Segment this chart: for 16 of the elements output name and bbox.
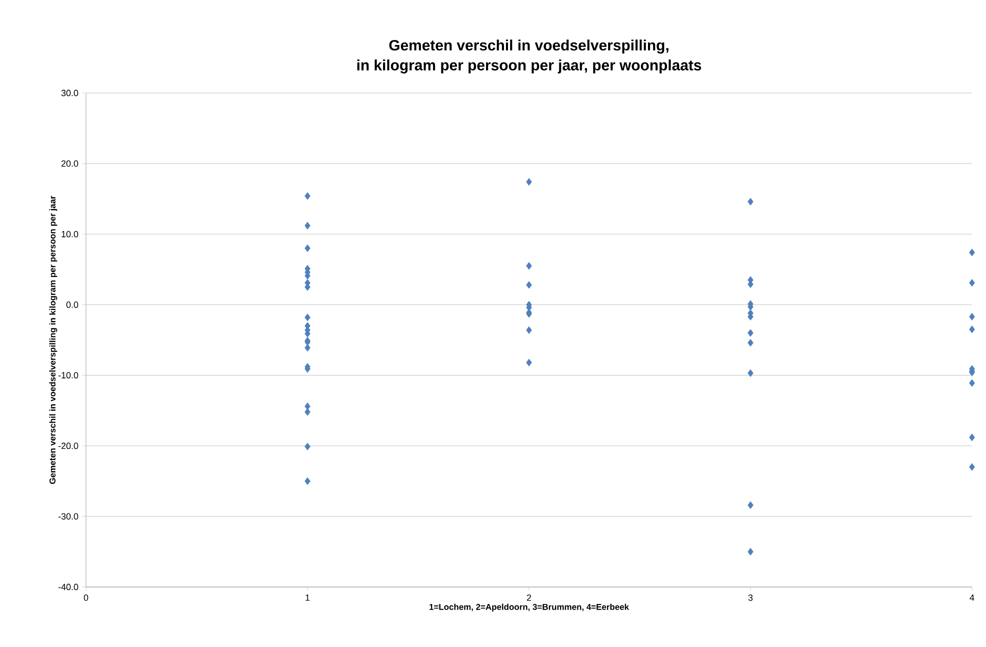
x-axis-title: 1=Lochem, 2=Apeldoorn, 3=Brummen, 4=Eerbeek xyxy=(430,604,630,612)
y-tick-label: -20.0 xyxy=(58,442,78,450)
y-tick-label: -10.0 xyxy=(58,372,78,378)
y-tick-label: 10.0 xyxy=(62,230,78,238)
x-tick-label: 0 xyxy=(84,594,88,601)
y-tick-label: 0.0 xyxy=(66,302,78,308)
y-tick-label: -40.0 xyxy=(58,584,78,590)
y-tick-label: 30.0 xyxy=(61,90,78,96)
x-tick-label: 3 xyxy=(748,594,753,601)
x-tick-label: 2 xyxy=(526,594,532,601)
y-tick-label: -30.0 xyxy=(58,513,78,520)
y-tick-label: 20.0 xyxy=(61,160,78,167)
y-axis-title: Gemeten verschil in voedselverspilling in kilogram per persoon per jaar xyxy=(49,196,58,484)
x-tick-label: 4 xyxy=(970,594,974,601)
x-tick-label: 1 xyxy=(306,594,310,601)
chart-title: Gemeten verschil in voedselverspilling, in kilogram per persoon per jaar, per woonplaats xyxy=(357,40,702,74)
